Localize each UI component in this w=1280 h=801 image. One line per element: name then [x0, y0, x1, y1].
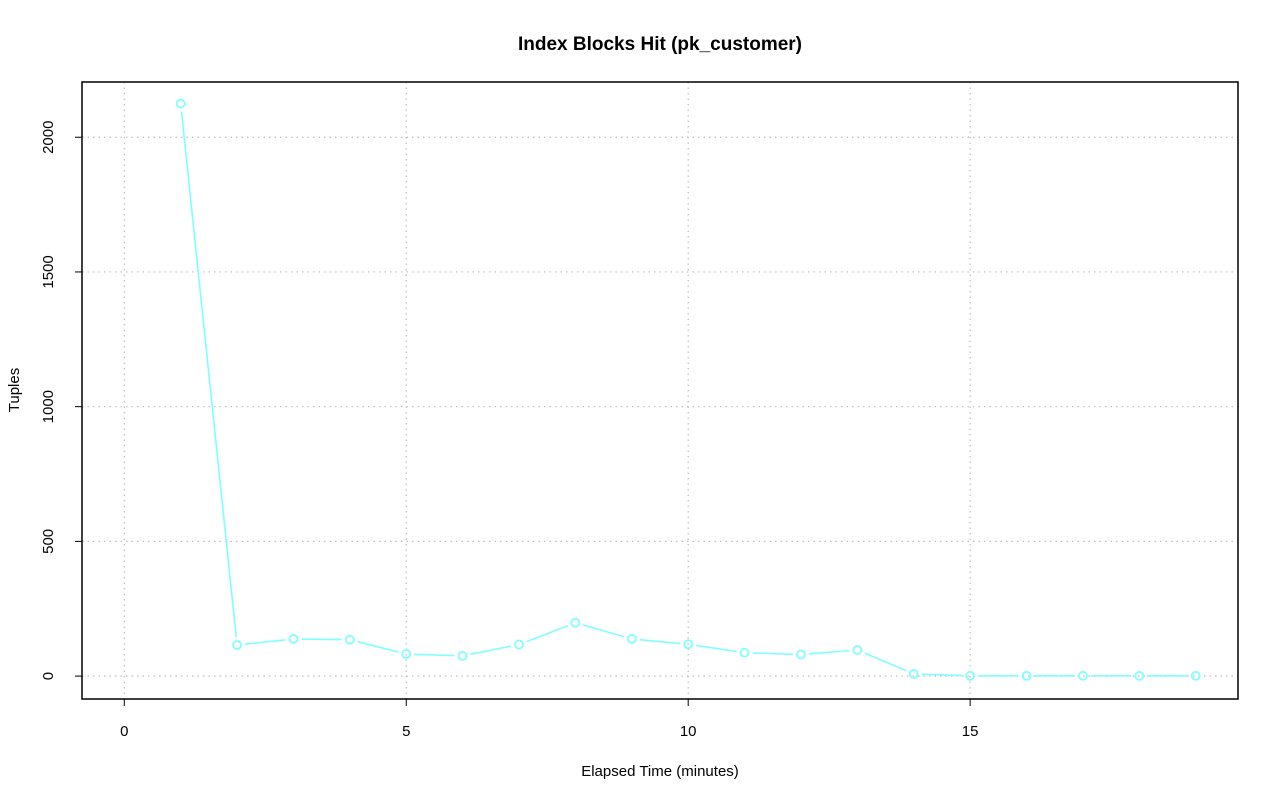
data-point: [1078, 670, 1088, 681]
y-axis-label: Tuples: [6, 368, 23, 412]
y-tick-label: 2000: [40, 121, 57, 154]
data-point: [457, 650, 468, 661]
grid: [82, 82, 1238, 699]
data-point: [1190, 670, 1201, 681]
x-tick-label: 15: [962, 723, 979, 740]
data-point: [965, 670, 976, 681]
line-segment: [639, 638, 681, 645]
data-point: [796, 649, 806, 660]
line-segment: [582, 624, 625, 638]
line-segment: [357, 640, 399, 653]
data-point: [570, 617, 581, 628]
axes: 0 5 10 15 0 500 1000 1500 2000: [40, 121, 978, 740]
data-point: [683, 639, 694, 650]
series-line: [175, 98, 1201, 681]
data-point: [288, 634, 299, 644]
y-tick-label: 1000: [40, 390, 57, 423]
line-segment: [414, 653, 455, 657]
chart-title: Index Blocks Hit (pk_customer): [518, 34, 802, 55]
line-segment: [526, 624, 569, 643]
line-segment: [180, 111, 238, 638]
x-tick-label: 10: [680, 723, 697, 740]
data-point: [344, 634, 355, 645]
data-point: [514, 639, 524, 650]
x-axis-label: Elapsed Time (minutes): [581, 763, 739, 780]
x-tick-label: 0: [120, 723, 128, 740]
line-segment: [695, 644, 737, 653]
data-point: [401, 649, 412, 659]
data-point: [232, 640, 242, 651]
data-point: [175, 98, 186, 109]
line-segment: [301, 638, 342, 641]
data-point: [852, 645, 863, 655]
y-tick-label: 0: [40, 672, 57, 680]
data-point: [739, 647, 750, 658]
line-segment: [470, 645, 512, 656]
data-point: [1021, 670, 1032, 681]
x-tick-label: 5: [402, 723, 410, 740]
data-point: [908, 669, 919, 679]
y-tick-label: 1500: [40, 255, 57, 288]
data-point: [1134, 670, 1145, 681]
line-segment: [921, 673, 963, 677]
data-point: [626, 634, 637, 644]
line-segment: [864, 652, 907, 672]
line-segment: [752, 652, 794, 656]
plot-frame: [81, 81, 1239, 700]
y-tick-label: 500: [40, 529, 57, 554]
line-segment: [244, 638, 286, 646]
line-segment: [808, 649, 850, 655]
